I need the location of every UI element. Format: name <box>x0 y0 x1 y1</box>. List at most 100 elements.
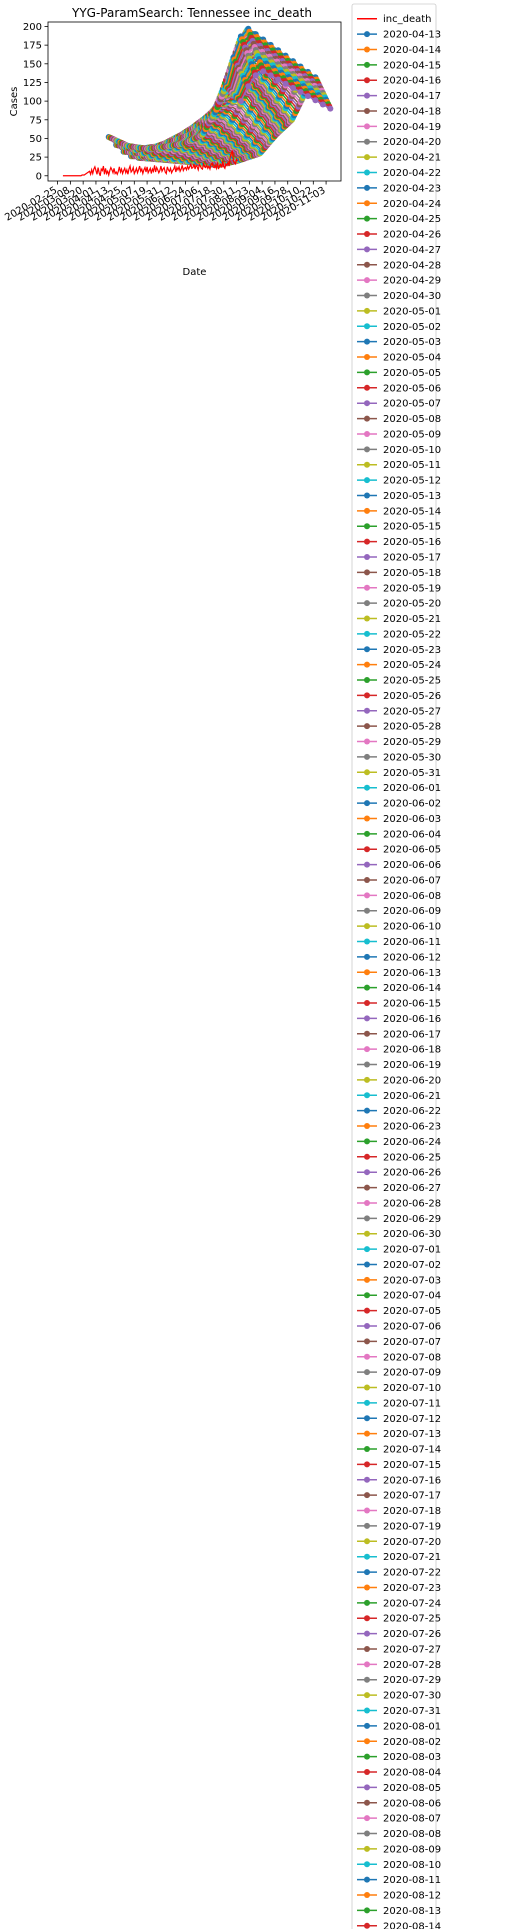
legend-entry: 2020-07-24 <box>357 1598 441 1609</box>
legend-label: 2020-04-16 <box>383 76 441 87</box>
legend-marker <box>364 200 370 207</box>
legend-entry: 2020-07-31 <box>357 1706 441 1717</box>
legend-label: 2020-08-11 <box>383 1875 441 1886</box>
legend-label: 2020-06-03 <box>383 814 441 825</box>
legend-marker <box>364 1061 370 1068</box>
legend-marker <box>364 77 370 84</box>
legend-marker <box>364 1184 370 1191</box>
legend-marker <box>364 630 370 637</box>
legend-label: 2020-08-05 <box>383 1783 441 1794</box>
legend-label: 2020-07-06 <box>383 1321 441 1332</box>
legend-label: 2020-05-27 <box>383 706 441 717</box>
legend-marker <box>364 415 370 422</box>
legend-label: 2020-04-29 <box>383 276 441 287</box>
legend-marker <box>364 384 370 391</box>
legend-marker <box>364 1738 370 1745</box>
legend-entry: 2020-07-23 <box>357 1583 441 1594</box>
legend-entry: 2020-04-16 <box>357 76 441 87</box>
legend-label: 2020-08-02 <box>383 1737 441 1748</box>
legend-marker <box>364 1722 370 1729</box>
legend-entry: 2020-08-06 <box>357 1798 441 1809</box>
legend-label: 2020-04-26 <box>383 230 441 241</box>
legend-marker <box>364 1000 370 1007</box>
legend-label: 2020-05-08 <box>383 414 441 425</box>
legend-entry: 2020-04-14 <box>357 45 441 56</box>
legend-entry: 2020-07-15 <box>357 1460 441 1471</box>
legend-label: 2020-06-26 <box>383 1168 441 1179</box>
legend-label: 2020-06-12 <box>383 952 441 963</box>
legend-marker <box>364 769 370 776</box>
legend-label: 2020-06-06 <box>383 860 441 871</box>
legend-entry: 2020-06-06 <box>357 860 441 871</box>
y-tick-label: 75 <box>29 115 42 126</box>
legend-entry: 2020-08-02 <box>357 1737 441 1748</box>
legend-entry: 2020-07-10 <box>357 1383 441 1394</box>
legend-marker <box>364 1584 370 1591</box>
legend-label: 2020-04-23 <box>383 183 441 194</box>
legend-label: 2020-07-24 <box>383 1598 441 1609</box>
legend-marker <box>364 969 370 976</box>
legend-entry: 2020-04-23 <box>357 183 441 194</box>
legend-entry: 2020-05-06 <box>357 383 441 394</box>
legend-marker <box>364 1138 370 1145</box>
legend-entry: 2020-08-12 <box>357 1891 441 1902</box>
legend-marker <box>364 1799 370 1806</box>
legend-entry: 2020-04-19 <box>357 122 441 133</box>
legend-marker <box>364 861 370 868</box>
legend-marker <box>364 246 370 253</box>
legend-marker <box>364 61 370 68</box>
legend-entry: 2020-07-01 <box>357 1245 441 1256</box>
legend-entry: 2020-06-28 <box>357 1198 441 1209</box>
legend-entry: 2020-06-14 <box>357 983 441 994</box>
legend-entry: 2020-07-27 <box>357 1644 441 1655</box>
legend-label: 2020-04-25 <box>383 214 441 225</box>
legend-label: 2020-05-19 <box>383 583 441 594</box>
y-tick-label: 200 <box>23 22 42 33</box>
legend-entry: 2020-04-25 <box>357 214 441 225</box>
legend-marker <box>364 1507 370 1514</box>
legend-marker <box>364 1815 370 1822</box>
legend-label: 2020-06-15 <box>383 999 441 1010</box>
legend-marker <box>364 984 370 991</box>
legend-label: 2020-04-19 <box>383 122 441 133</box>
legend-label: 2020-06-18 <box>383 1045 441 1056</box>
legend-label: 2020-05-26 <box>383 691 441 702</box>
legend-label: 2020-07-22 <box>383 1568 441 1579</box>
legend-marker <box>364 753 370 760</box>
legend-label: 2020-04-20 <box>383 137 441 148</box>
legend-entry: 2020-05-20 <box>357 599 441 610</box>
legend-entry: 2020-05-10 <box>357 445 441 456</box>
legend-entry: 2020-05-15 <box>357 522 441 533</box>
legend-label: 2020-05-23 <box>383 645 441 656</box>
legend-entry: 2020-06-10 <box>357 922 441 933</box>
legend-label: 2020-05-11 <box>383 460 441 471</box>
legend-entry: 2020-04-15 <box>357 60 441 71</box>
legend-marker <box>364 1230 370 1237</box>
legend-marker <box>364 1615 370 1622</box>
legend-entry: 2020-05-08 <box>357 414 441 425</box>
legend-label: 2020-04-15 <box>383 60 441 71</box>
legend-marker <box>364 123 370 130</box>
legend-label: 2020-07-17 <box>383 1491 441 1502</box>
legend-label: 2020-07-14 <box>383 1445 441 1456</box>
legend-entry: 2020-05-22 <box>357 629 441 640</box>
plot-area <box>62 25 334 178</box>
legend-marker <box>364 738 370 745</box>
legend-entry: 2020-05-05 <box>357 368 441 379</box>
legend-marker <box>364 1753 370 1760</box>
forecast-point <box>267 72 274 79</box>
legend-entry: 2020-04-17 <box>357 91 441 102</box>
legend-marker <box>364 1338 370 1345</box>
legend-marker <box>364 815 370 822</box>
x-axis-label: Date <box>183 267 207 278</box>
legend-entry: 2020-06-25 <box>357 1152 441 1163</box>
legend-label: 2020-06-29 <box>383 1214 441 1225</box>
legend-marker <box>364 1123 370 1130</box>
legend-label: 2020-05-17 <box>383 552 441 563</box>
legend-marker <box>364 338 370 345</box>
legend-marker <box>364 876 370 883</box>
legend-label: 2020-05-03 <box>383 337 441 348</box>
legend-marker <box>364 1215 370 1222</box>
legend-label: 2020-05-02 <box>383 322 441 333</box>
legend-label: 2020-04-17 <box>383 91 441 102</box>
